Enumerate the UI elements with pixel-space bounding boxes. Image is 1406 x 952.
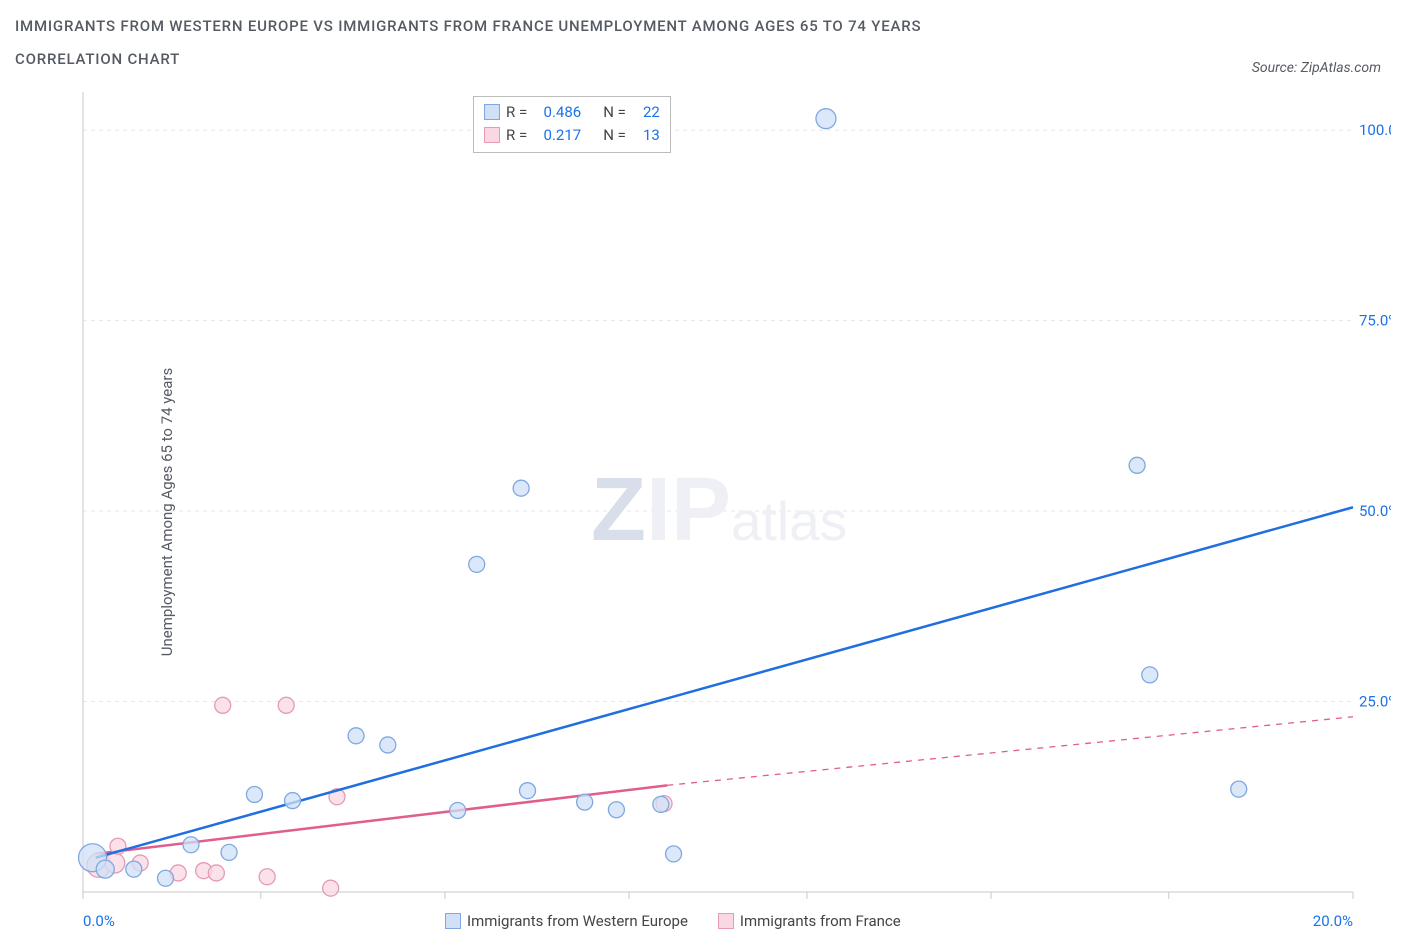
data-point <box>183 837 199 853</box>
data-point <box>380 737 396 753</box>
data-point <box>215 697 231 713</box>
series-label: Immigrants from France <box>740 910 901 933</box>
series-legend: Immigrants from Western Europe Immigrants… <box>445 910 901 933</box>
data-point <box>208 865 224 881</box>
data-point <box>96 860 114 878</box>
r-label: R = <box>506 124 527 147</box>
r-label: R = <box>506 101 527 124</box>
legend-swatch <box>484 127 500 143</box>
title-line2: CORRELATION CHART <box>15 43 921 76</box>
data-point <box>348 728 364 744</box>
data-point <box>513 480 529 496</box>
data-point <box>259 869 275 885</box>
legend-swatch <box>484 104 500 120</box>
y-tick-label: 25.0% <box>1359 693 1391 711</box>
n-label: N = <box>603 124 626 147</box>
data-point <box>158 870 174 886</box>
x-tick-label: 0.0% <box>83 912 115 930</box>
data-point <box>246 786 262 802</box>
data-point <box>469 556 485 572</box>
stats-legend: R = 0.486 N = 22 R = 0.217 N = 13 <box>473 96 671 153</box>
stats-legend-row: R = 0.217 N = 13 <box>484 124 660 147</box>
legend-swatch <box>718 913 734 929</box>
trend-line-extrapolated <box>667 717 1353 786</box>
chart-title: IMMIGRANTS FROM WESTERN EUROPE VS IMMIGR… <box>15 10 921 76</box>
data-point <box>577 794 593 810</box>
data-point <box>221 844 237 860</box>
watermark: ZIPatlas <box>591 460 847 560</box>
x-tick-label: 20.0% <box>1313 912 1353 930</box>
header-row: IMMIGRANTS FROM WESTERN EUROPE VS IMMIGR… <box>15 10 1391 76</box>
data-point <box>608 802 624 818</box>
y-tick-label: 75.0% <box>1359 312 1391 330</box>
r-value: 0.217 <box>533 124 581 147</box>
r-value: 0.486 <box>533 101 581 124</box>
series-label: Immigrants from Western Europe <box>467 910 688 933</box>
data-point <box>1142 667 1158 683</box>
data-point <box>653 796 669 812</box>
n-value: 13 <box>632 124 660 147</box>
data-point <box>285 793 301 809</box>
data-point <box>278 697 294 713</box>
data-point <box>126 861 142 877</box>
y-tick-label: 100.0% <box>1359 121 1391 139</box>
correlation-scatter-chart: 25.0% 50.0% 75.0% 100.0% 0.0% 20.0% ZIPatlas <box>15 82 1391 942</box>
n-value: 22 <box>632 101 660 124</box>
chart-container: Unemployment Among Ages 65 to 74 years 2… <box>15 82 1391 942</box>
title-line1: IMMIGRANTS FROM WESTERN EUROPE VS IMMIGR… <box>15 10 921 43</box>
series-legend-item: Immigrants from Western Europe <box>445 910 688 933</box>
stats-legend-row: R = 0.486 N = 22 <box>484 101 660 124</box>
y-axis-label: Unemployment Among Ages 65 to 74 years <box>158 368 176 656</box>
data-point <box>1231 781 1247 797</box>
data-point <box>520 783 536 799</box>
data-point <box>816 109 836 129</box>
data-point <box>323 880 339 896</box>
data-point <box>450 802 466 818</box>
legend-swatch <box>445 913 461 929</box>
data-point <box>1129 457 1145 473</box>
y-tick-label: 50.0% <box>1359 502 1391 520</box>
n-label: N = <box>603 101 626 124</box>
series-legend-item: Immigrants from France <box>718 910 901 933</box>
data-point <box>666 846 682 862</box>
source-credit: Source: ZipAtlas.com <box>1252 60 1391 76</box>
